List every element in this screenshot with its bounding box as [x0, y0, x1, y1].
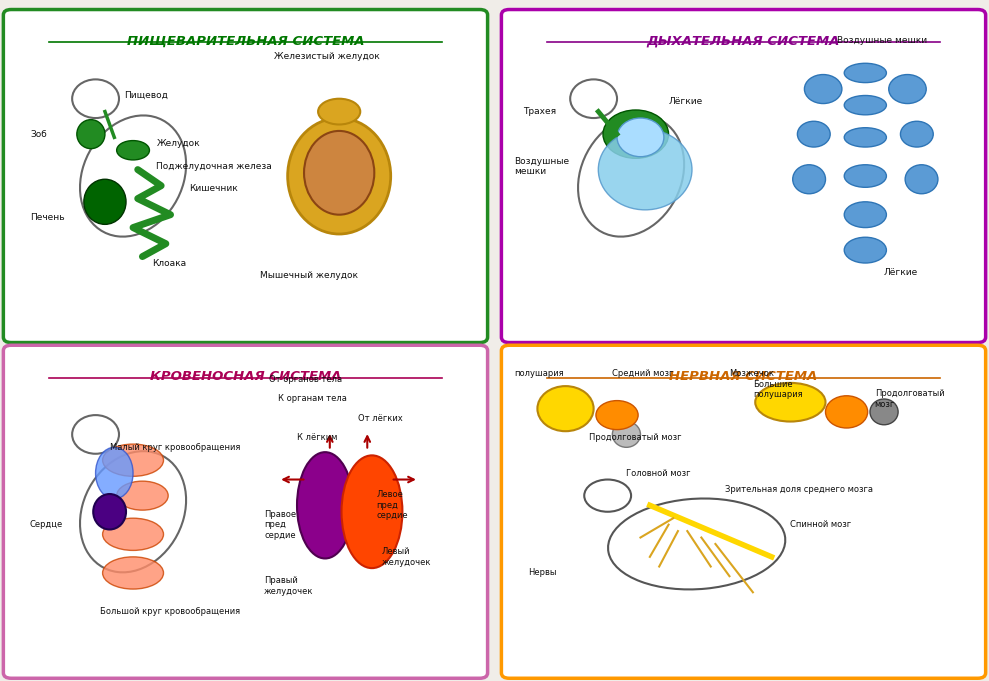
Ellipse shape	[96, 447, 134, 499]
Text: От лёгких: От лёгких	[358, 414, 403, 423]
Ellipse shape	[117, 140, 149, 160]
Text: Пищевод: Пищевод	[124, 91, 167, 100]
Ellipse shape	[288, 118, 391, 234]
Text: Железистый желудок: Железистый желудок	[274, 52, 380, 61]
Ellipse shape	[905, 165, 938, 194]
Text: КРОВЕНОСНАЯ СИСТЕМА: КРОВЕНОСНАЯ СИСТЕМА	[149, 370, 341, 383]
Ellipse shape	[870, 399, 898, 425]
Text: Лёгкие: Лёгкие	[669, 97, 703, 106]
Ellipse shape	[804, 74, 842, 104]
Text: полушария: полушария	[514, 368, 564, 378]
Text: Сердце: Сердце	[30, 520, 63, 529]
Text: Продолговатый мозг: Продолговатый мозг	[588, 433, 681, 442]
Text: Лёгкие: Лёгкие	[884, 268, 919, 277]
Ellipse shape	[608, 498, 785, 590]
Ellipse shape	[826, 396, 867, 428]
Ellipse shape	[797, 121, 830, 147]
Text: Кишечник: Кишечник	[189, 185, 238, 193]
Ellipse shape	[845, 165, 886, 187]
FancyBboxPatch shape	[3, 10, 488, 343]
Text: Головной мозг: Головной мозг	[626, 469, 691, 477]
Text: Большие
полушария: Большие полушария	[753, 379, 802, 399]
Text: Трахея: Трахея	[523, 107, 557, 116]
Ellipse shape	[578, 116, 684, 236]
Text: Большой круг кровообращения: Большой круг кровообращения	[100, 607, 240, 616]
Ellipse shape	[793, 165, 826, 194]
Text: Средний мозг: Средний мозг	[612, 368, 674, 378]
Ellipse shape	[297, 452, 353, 558]
Text: Зоб: Зоб	[30, 129, 46, 139]
Text: Поджелудочная железа: Поджелудочная железа	[156, 162, 272, 171]
Ellipse shape	[845, 237, 886, 263]
Ellipse shape	[598, 129, 692, 210]
Ellipse shape	[845, 95, 886, 115]
Text: Печень: Печень	[30, 213, 64, 223]
Ellipse shape	[612, 422, 641, 447]
Text: Воздушные
мешки: Воздушные мешки	[514, 157, 569, 176]
Ellipse shape	[103, 518, 163, 550]
Ellipse shape	[341, 456, 403, 568]
Text: К лёгким: К лёгким	[297, 433, 337, 442]
Ellipse shape	[756, 383, 826, 422]
Text: Зрительная доля среднего мозга: Зрительная доля среднего мозга	[725, 485, 872, 494]
Ellipse shape	[103, 444, 163, 476]
Text: НЕРВНАЯ СИСТЕМА: НЕРВНАЯ СИСТЕМА	[670, 370, 818, 383]
Ellipse shape	[584, 479, 631, 511]
FancyBboxPatch shape	[3, 345, 488, 678]
Ellipse shape	[571, 80, 617, 118]
Ellipse shape	[117, 481, 168, 510]
Text: Правый
желудочек: Правый желудочек	[264, 576, 314, 596]
Ellipse shape	[304, 131, 374, 215]
Ellipse shape	[617, 118, 664, 157]
Ellipse shape	[103, 557, 163, 589]
Ellipse shape	[845, 63, 886, 82]
Text: От органов тела: От органов тела	[269, 375, 342, 384]
Ellipse shape	[80, 451, 186, 572]
Text: Левое
пред
сердие: Левое пред сердие	[377, 490, 408, 520]
Text: Продолговатый
мозг: Продолговатый мозг	[874, 390, 944, 409]
Ellipse shape	[93, 494, 126, 529]
FancyBboxPatch shape	[501, 345, 986, 678]
Text: ДЫХАТЕЛЬНАЯ СИСТЕМА: ДЫХАТЕЛЬНАЯ СИСТЕМА	[647, 34, 841, 47]
Text: Мозжечок: Мозжечок	[730, 368, 774, 378]
Ellipse shape	[80, 116, 186, 236]
Ellipse shape	[537, 386, 593, 431]
Text: Нервы: Нервы	[528, 569, 557, 577]
Ellipse shape	[845, 128, 886, 147]
Ellipse shape	[77, 120, 105, 148]
Text: Мышечный желудок: Мышечный желудок	[259, 272, 358, 281]
Text: ПИЩЕВАРИТЕЛЬНАЯ СИСТЕМА: ПИЩЕВАРИТЕЛЬНАЯ СИСТЕМА	[127, 34, 364, 47]
Text: К органам тела: К органам тела	[278, 394, 347, 404]
Ellipse shape	[318, 99, 360, 125]
Text: Желудок: Желудок	[156, 140, 200, 148]
Text: Спинной мозг: Спинной мозг	[790, 520, 852, 529]
Ellipse shape	[84, 179, 126, 224]
Ellipse shape	[72, 80, 119, 118]
Text: Левый
желудочек: Левый желудочек	[382, 547, 431, 567]
Ellipse shape	[603, 110, 669, 158]
Ellipse shape	[889, 74, 927, 104]
Ellipse shape	[845, 202, 886, 227]
Text: Воздушные мешки: Воздушные мешки	[838, 36, 928, 45]
Ellipse shape	[900, 121, 934, 147]
Ellipse shape	[72, 415, 119, 454]
Ellipse shape	[596, 400, 638, 430]
Text: Правое
пред
сердие: Правое пред сердие	[264, 510, 297, 539]
Text: Клоака: Клоака	[151, 259, 186, 268]
FancyBboxPatch shape	[501, 10, 986, 343]
Text: Малый круг кровообращения: Малый круг кровообращения	[110, 443, 240, 452]
